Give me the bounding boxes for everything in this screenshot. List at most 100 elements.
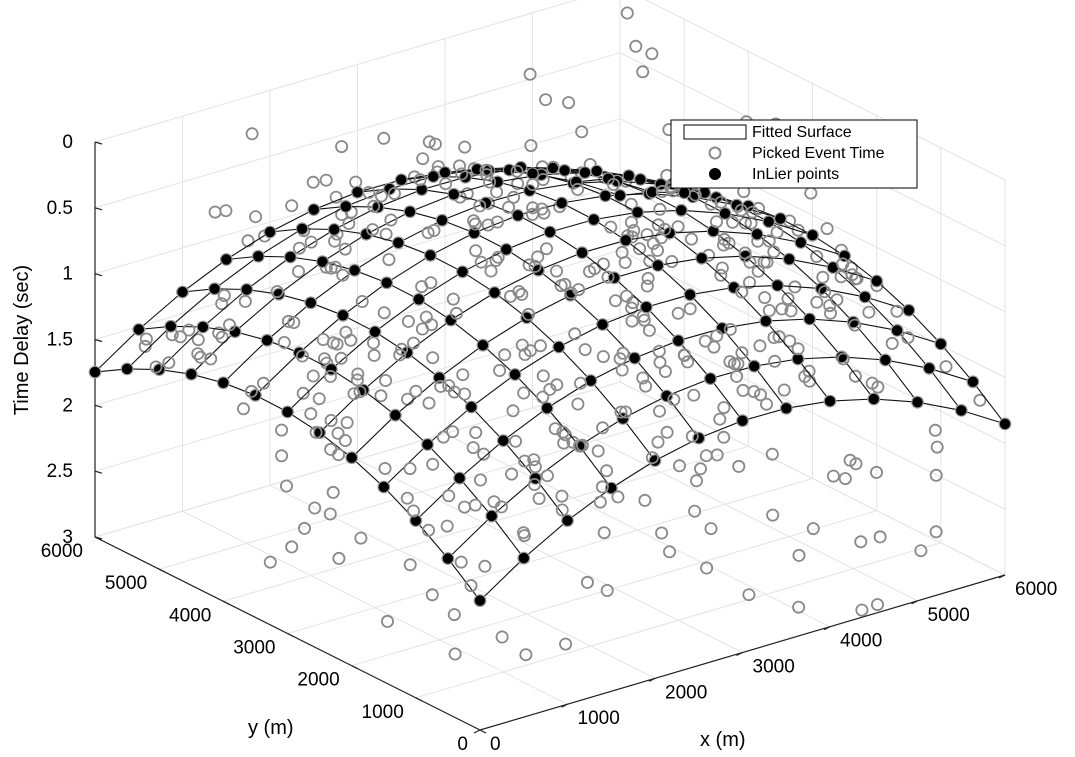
picked-event-point [469, 244, 483, 258]
picked-event-point [409, 384, 423, 398]
picked-event-point [555, 489, 569, 503]
inlier-point [345, 451, 359, 465]
picked-event-point [698, 334, 712, 348]
picked-event-point [275, 449, 289, 463]
inlier-point [911, 395, 924, 409]
inlier-point [412, 292, 426, 306]
y-tick-label: 4000 [169, 605, 211, 626]
inlier-point [456, 265, 469, 279]
picked-event-point [710, 329, 724, 343]
picked-event-point [455, 167, 469, 181]
picked-event-point [595, 480, 609, 494]
picked-event-point [736, 383, 750, 397]
picked-event-point [519, 648, 533, 662]
grid-line-z-back [94, 0, 578, 143]
picked-event-point [536, 172, 550, 186]
picked-event-point [467, 214, 481, 228]
picked-event-point [457, 500, 471, 514]
picked-event-point [355, 294, 369, 308]
picked-event-point [677, 348, 691, 362]
y-tick-mark [158, 568, 166, 573]
picked-event-point [824, 306, 838, 320]
inlier-point [403, 205, 417, 219]
picked-event-point [328, 234, 342, 248]
picked-event-point [600, 584, 614, 598]
picked-event-point [685, 232, 699, 246]
picked-event-point [162, 356, 176, 370]
z-axis-label: Time Delay (sec) [11, 265, 33, 415]
inlier-point [464, 400, 478, 414]
picked-event-point [502, 200, 516, 214]
picked-event-point [564, 286, 578, 300]
picked-event-point [374, 189, 388, 203]
picked-event-point [468, 498, 482, 512]
picked-event-point [855, 603, 869, 617]
picked-event-point [973, 393, 987, 407]
picked-event-point [349, 175, 363, 189]
inlier-point [718, 206, 732, 220]
picked-event-point [681, 355, 695, 369]
picked-event-point [540, 469, 554, 483]
inlier-point [526, 167, 539, 181]
picked-event-point [522, 258, 536, 272]
inlier-point [380, 276, 394, 290]
grid-lines [94, 0, 1006, 731]
inlier-point [552, 340, 566, 354]
inlier-point [281, 405, 294, 419]
picked-event-point [731, 357, 745, 371]
picked-event-point [236, 402, 250, 416]
picked-event-point [700, 561, 714, 575]
inlier-point [508, 368, 522, 381]
picked-event-point [426, 457, 440, 471]
inlier-point [858, 290, 872, 304]
inlier-point [750, 227, 764, 241]
picked-event-point [522, 307, 536, 321]
picked-event-point [726, 215, 740, 229]
picked-event-point [524, 139, 538, 153]
inlier-point [488, 286, 502, 300]
picked-event-point [792, 548, 806, 562]
picked-event-point [426, 351, 440, 365]
picked-event-series-front [149, 163, 944, 662]
picked-event-point [277, 335, 291, 349]
picked-event-point [328, 260, 342, 274]
picked-event-point [765, 447, 779, 461]
picked-event-point [415, 322, 429, 336]
picked-event-point [690, 474, 704, 488]
picked-event-point [578, 343, 592, 357]
picked-event-point [710, 215, 724, 229]
picked-event-point [326, 485, 340, 499]
picked-event-point [645, 451, 659, 465]
grid-line-y-floor [287, 478, 813, 634]
picked-event-point [336, 268, 350, 282]
picked-event-point [439, 177, 453, 191]
inlier-point [438, 166, 452, 179]
inlier-point [292, 346, 306, 360]
picked-event-point [574, 376, 588, 390]
picked-event-point [447, 608, 461, 622]
picked-event-point [536, 390, 550, 404]
picked-event-point [611, 490, 625, 504]
inlier-point [674, 203, 688, 217]
picked-event-point [762, 234, 776, 248]
inlier-point [389, 408, 402, 422]
picked-event-point [619, 405, 633, 419]
picked-event-point [636, 371, 650, 385]
picked-event-point [615, 245, 629, 259]
inlier-point [307, 203, 321, 217]
picked-event-point [717, 232, 731, 246]
legend: Fitted Surface Picked Event Time InLier … [670, 119, 918, 189]
picked-event-point [929, 468, 943, 482]
picked-event-point [830, 293, 844, 307]
picked-event-point [448, 647, 462, 661]
picked-event-point [523, 67, 537, 81]
picked-event-point [597, 526, 611, 540]
inlier-point [639, 300, 653, 314]
picked-event-point [638, 493, 652, 507]
picked-event-point [747, 385, 761, 399]
picked-event-point [532, 491, 546, 505]
inlier-point [677, 186, 691, 200]
inlier-point [998, 417, 1012, 431]
y-tick-label: 1000 [362, 702, 404, 723]
